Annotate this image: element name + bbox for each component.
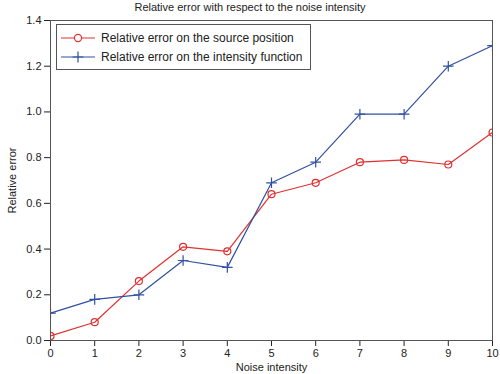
svg-text:0.2: 0.2 xyxy=(26,288,41,300)
svg-text:2: 2 xyxy=(136,347,142,359)
svg-text:7: 7 xyxy=(357,347,363,359)
svg-text:3: 3 xyxy=(180,347,186,359)
svg-text:0.0: 0.0 xyxy=(26,334,41,346)
svg-text:0.4: 0.4 xyxy=(26,243,41,255)
svg-text:1.0: 1.0 xyxy=(26,105,41,117)
svg-text:0: 0 xyxy=(47,347,53,359)
svg-text:8: 8 xyxy=(401,347,407,359)
svg-text:0.8: 0.8 xyxy=(26,151,41,163)
svg-text:5: 5 xyxy=(268,347,274,359)
svg-text:Noise intensity: Noise intensity xyxy=(236,361,308,373)
svg-text:4: 4 xyxy=(224,347,230,359)
svg-text:6: 6 xyxy=(313,347,319,359)
html-text:Relative error with respect to: Relative error with respect to the noise… xyxy=(134,1,366,13)
svg-text:1.4: 1.4 xyxy=(26,14,41,26)
svg-text:Relative error: Relative error xyxy=(6,147,18,213)
svg-text:0.6: 0.6 xyxy=(26,197,41,209)
svg-text:1: 1 xyxy=(92,347,98,359)
svg-text:9: 9 xyxy=(445,347,451,359)
html-text:Relative error on the source p: Relative error on the source position xyxy=(101,30,294,45)
svg-text:10: 10 xyxy=(486,347,498,359)
svg-text:1.2: 1.2 xyxy=(26,60,41,72)
html-text:Relative error on the intensit: Relative error on the intensity function xyxy=(101,49,303,64)
